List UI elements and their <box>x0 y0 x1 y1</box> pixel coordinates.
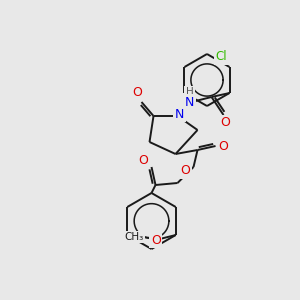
Text: O: O <box>181 164 190 178</box>
Text: O: O <box>139 154 148 167</box>
Text: O: O <box>220 116 230 130</box>
Text: N: N <box>185 95 194 109</box>
Text: H: H <box>186 87 194 97</box>
Text: Cl: Cl <box>216 50 227 64</box>
Text: CH₃: CH₃ <box>124 232 143 242</box>
Text: O: O <box>219 140 229 152</box>
Text: O: O <box>133 86 142 100</box>
Text: O: O <box>151 233 161 247</box>
Text: N: N <box>175 107 184 121</box>
